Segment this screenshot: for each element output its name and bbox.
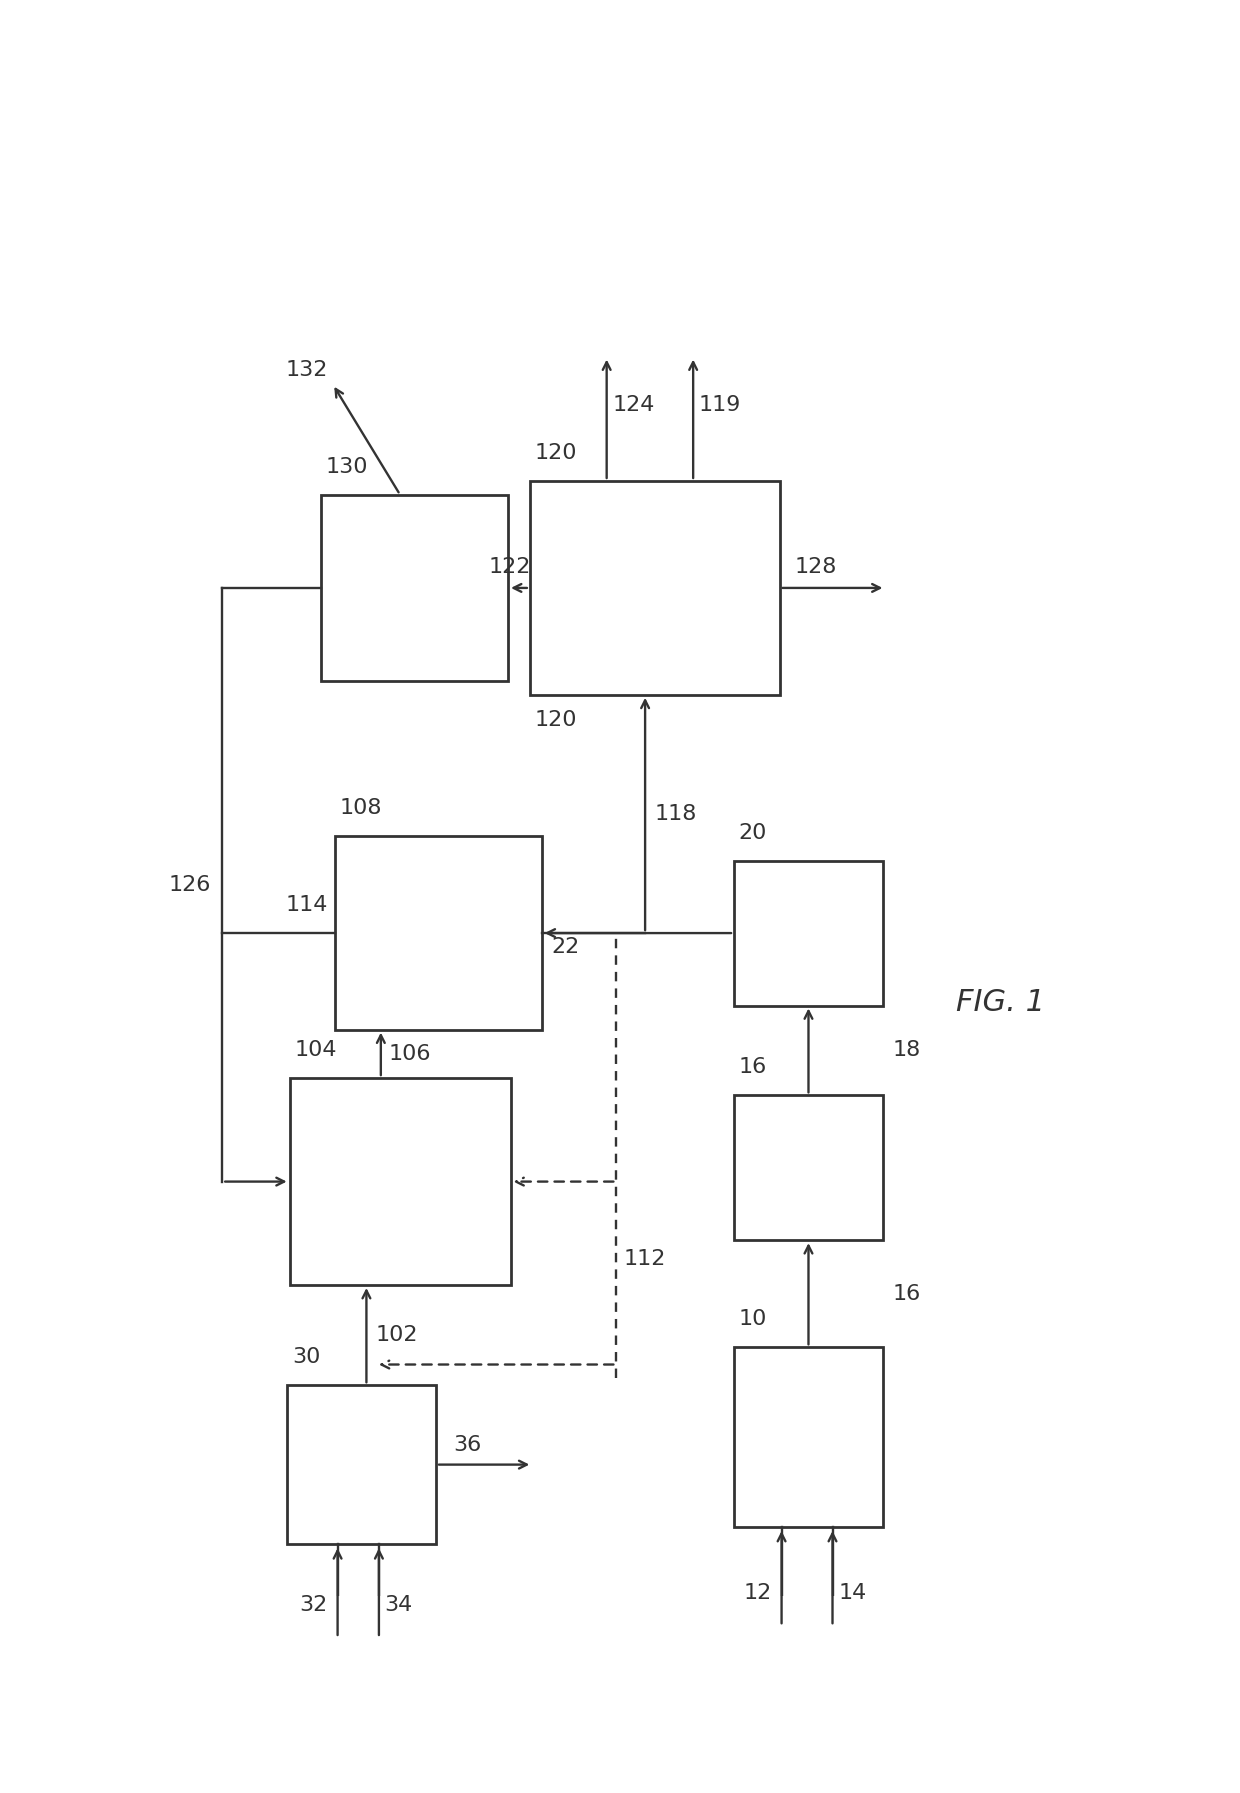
Text: 119: 119 [699,394,742,414]
Text: FIG. 1: FIG. 1 [956,988,1045,1017]
Text: 22: 22 [552,938,579,957]
Bar [734,861,883,1006]
Bar [321,495,508,681]
Text: 102: 102 [376,1325,419,1345]
Bar [529,481,780,696]
Text: 10: 10 [739,1309,768,1329]
Text: 108: 108 [340,798,382,818]
Text: 130: 130 [326,457,368,477]
Bar [734,1347,883,1528]
Text: 118: 118 [655,803,697,825]
Text: 36: 36 [454,1434,481,1456]
Text: 120: 120 [534,710,577,730]
Bar [290,1078,511,1286]
Text: 114: 114 [285,895,327,916]
Text: 16: 16 [739,1058,768,1078]
Text: 132: 132 [285,360,327,380]
Text: 20: 20 [739,823,768,843]
Bar [288,1386,436,1544]
Text: 14: 14 [838,1583,867,1603]
Text: 12: 12 [744,1583,773,1603]
Text: 112: 112 [624,1250,666,1269]
Text: 30: 30 [291,1347,320,1368]
Bar [734,1096,883,1241]
Text: 122: 122 [489,558,531,577]
Text: 104: 104 [294,1040,337,1060]
Bar [335,836,542,1029]
Text: 126: 126 [169,875,211,895]
Text: 106: 106 [388,1044,432,1063]
Text: 34: 34 [384,1594,413,1615]
Text: 32: 32 [300,1594,327,1615]
Text: 128: 128 [794,558,837,577]
Text: 16: 16 [893,1284,921,1304]
Text: 124: 124 [613,394,655,414]
Text: 18: 18 [893,1040,921,1060]
Text: 120: 120 [534,443,577,463]
